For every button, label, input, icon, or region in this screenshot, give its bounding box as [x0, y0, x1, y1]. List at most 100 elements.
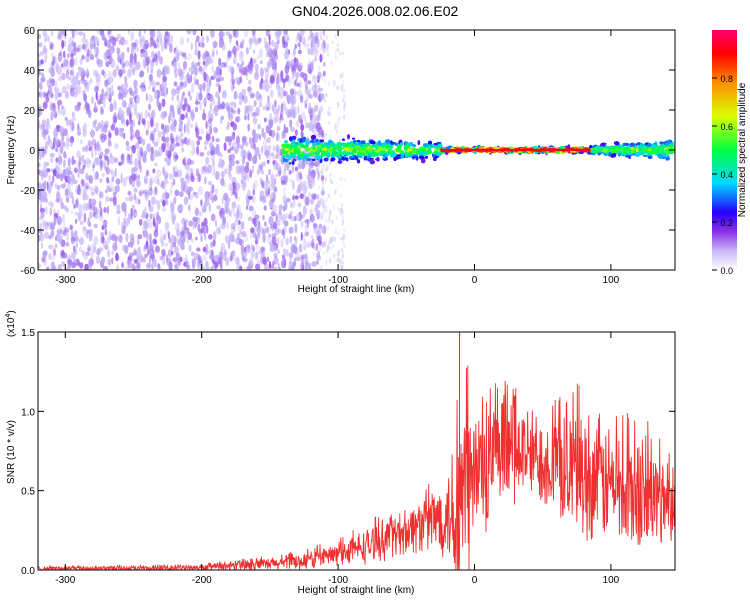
spectrogram-cell	[270, 223, 273, 229]
spectrogram-cell	[120, 52, 125, 62]
spectrogram-cell	[223, 248, 227, 255]
spectrogram-cell	[154, 187, 158, 193]
spectrogram-cell	[77, 123, 80, 131]
spectrogram-cell	[147, 249, 150, 256]
spectrogram-cell	[104, 244, 109, 250]
spectrogram-cell	[245, 47, 249, 55]
spectrogram-cell	[59, 125, 64, 135]
spectrogram-cell	[327, 80, 331, 87]
spectrogram-cell	[143, 43, 149, 50]
spectrogram-cell	[268, 113, 273, 121]
spectrogram-cell	[201, 221, 204, 227]
spectrogram-cell	[307, 80, 312, 85]
spectrogram-cell	[319, 30, 322, 38]
spectrogram-cell	[68, 187, 71, 198]
spectrogram-cell	[316, 194, 320, 200]
spectrogram-cell	[319, 106, 324, 113]
spectrogram-cell	[118, 161, 122, 166]
spectrogram-cell	[250, 143, 253, 149]
spectrogram-cell	[307, 262, 312, 267]
spectrogram-cell	[170, 181, 174, 189]
spectrogram-cell	[307, 177, 310, 186]
spectrogram-cell	[294, 129, 298, 137]
spectrogram-cell	[218, 157, 222, 165]
spectrogram-cell	[232, 30, 237, 38]
spectrogram-cell	[57, 75, 63, 82]
spectrogram-cell	[436, 142, 442, 144]
spectrogram-cell	[70, 57, 75, 67]
spectrogram-cell	[241, 155, 246, 165]
spectrogram-cell	[179, 256, 183, 263]
spectrogram-cell	[161, 44, 164, 53]
spectrogram-cell	[336, 121, 339, 129]
spectrogram-cell	[283, 257, 287, 268]
spectrogram-cell	[205, 94, 210, 99]
spectrogram-cell	[255, 70, 259, 78]
spectrogram-cell	[265, 75, 268, 82]
spectrogram-cell	[309, 164, 312, 171]
spectrogram-cell	[322, 251, 325, 255]
spectrogram-cell	[180, 234, 186, 244]
spectrogram-cell	[202, 53, 207, 61]
spectrogram-cell	[312, 59, 315, 65]
spectrogram-cell	[313, 50, 319, 58]
spectrogram-cell	[86, 184, 90, 190]
spectrogram-cell	[150, 68, 153, 74]
spectrogram-cell	[230, 231, 235, 237]
spectrogram-cell	[327, 121, 331, 125]
spectrogram-cell	[109, 141, 112, 147]
spectrogram-cell	[138, 155, 142, 165]
spectrogram-cell	[300, 129, 304, 139]
spectrogram-cell	[65, 232, 70, 242]
spectrogram-cell	[145, 129, 149, 136]
spectrogram-cell	[225, 31, 231, 36]
spectrogram-cell	[339, 177, 343, 181]
spectrogram-cell	[297, 257, 302, 262]
spectrogram-cell	[182, 81, 188, 88]
spectrogram-cell	[321, 45, 324, 51]
spectrogram-cell	[70, 53, 74, 58]
spectrogram-cell	[307, 67, 312, 74]
spectrogram-cell	[208, 94, 214, 102]
spectrogram-cell	[200, 199, 203, 207]
spectrogram-cell	[188, 194, 194, 201]
spectrogram-cell	[213, 70, 217, 80]
spectrogram-cell	[318, 124, 322, 128]
spectrogram-cell	[310, 107, 314, 115]
spectrogram-cell	[229, 101, 235, 107]
spectrogram-cell	[38, 169, 45, 177]
spectrogram-cell	[195, 100, 201, 105]
spectrogram-cell	[322, 33, 326, 37]
spectrogram-cell	[333, 236, 337, 242]
spectrogram-cell	[237, 196, 241, 201]
spectrogram-cell	[199, 152, 205, 157]
spectrogram-cell	[121, 201, 127, 212]
spectrogram-cell	[242, 176, 247, 185]
spectrogram-cell	[238, 100, 243, 106]
spectrogram-cell	[247, 113, 250, 121]
spectrogram-cell	[309, 213, 315, 223]
spectrogram-cell	[139, 38, 142, 49]
spectrogram-cell	[66, 65, 70, 75]
spectrogram-cell	[104, 91, 109, 97]
spectrogram-cell	[81, 37, 87, 43]
spectrogram-cell	[96, 30, 100, 36]
spectrogram-cell	[304, 196, 310, 206]
spectrogram-cell	[266, 256, 270, 262]
spectrogram-cell	[58, 52, 62, 57]
spectrogram-cell	[212, 40, 218, 49]
spectrogram-cell	[146, 56, 151, 64]
spectrogram-cell	[179, 36, 184, 46]
spectrogram-cell	[278, 169, 282, 177]
spectrogram-cell	[98, 73, 102, 82]
spectrogram-cell	[108, 76, 114, 83]
spectrogram-cell	[153, 30, 156, 38]
spectrogram-cell	[215, 138, 220, 143]
spectrogram-cell	[334, 126, 337, 131]
spectrogram-cell	[75, 243, 78, 248]
spectrogram-cell	[206, 88, 210, 96]
spectrogram-cell	[77, 185, 81, 193]
spectrogram-cell	[179, 191, 184, 198]
spectrogram-cell	[179, 122, 183, 131]
spectrogram-cell	[175, 62, 181, 72]
